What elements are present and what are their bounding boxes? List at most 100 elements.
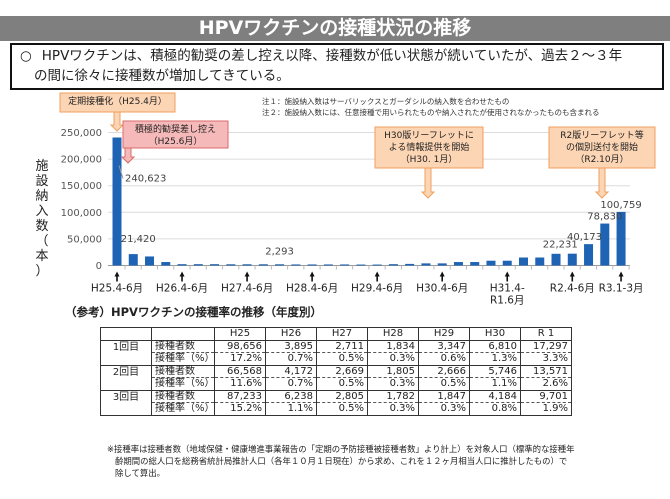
bar [112,137,122,266]
table-cell: 0.7% [265,377,317,391]
y-axis-label-char: 設 [35,173,48,189]
blank-cell [100,327,152,341]
y-tick-label: 50,000 [67,234,102,245]
vaccination-rate-table: H25 H26 H27 H28 H29 H30 R 1 1回目 接種者数 98,656 3,895 2… [100,327,572,416]
year-header: H26 [265,327,317,341]
y-axis-label-char: ） [35,264,48,279]
bar [486,260,496,266]
bar [600,223,610,266]
r2-leaflet-callout-box [548,126,656,169]
table-cell: 98,656 [214,339,266,353]
bar [502,260,512,266]
up-arrow-icon [439,271,445,282]
table-cell: 0.3% [418,402,470,416]
table-cell: 13,571 [520,364,572,378]
table-cell: 0.8% [469,402,521,416]
table-cell: 0.7% [265,352,317,366]
y-tick-label: 250,000 [61,128,102,139]
recommendation-suspension-callout-text: （H25.6月） [149,136,203,147]
bar [453,262,463,266]
table-cell: 1,847 [418,389,470,403]
recommendation-suspension-callout-text: 積極的勧奨差し控え [135,123,216,135]
bar [145,256,155,266]
table-cell: 0.5% [316,377,368,391]
up-arrow-icon [618,271,624,282]
x-tick-label: H31.4- [490,283,525,295]
table-cell: 2,711 [316,339,368,353]
y-tick-label: 100,000 [61,208,102,219]
bar [193,264,203,266]
table-cell: 6,810 [469,339,521,353]
data-label: 21,420 [121,234,156,245]
bar [307,264,317,266]
h30-leaflet-callout-text: よる情報提供を開始 [389,141,470,153]
table-cell: 0.5% [316,352,368,366]
bar [405,263,415,266]
y-axis-label-char: 施 [35,159,48,174]
table-cell: 17,297 [520,339,572,353]
bar [567,253,577,266]
page-title: HPVワクチンの接種状況の推移 [0,16,670,41]
x-tick-label: R1.6月 [490,295,525,306]
table-cell: 3.3% [520,352,572,366]
x-tick-label: H27.4-6月 [221,283,273,295]
chart-note: 注２：施設納入数には、任意接種で用いられたものや納入されたが使用されなかったもの… [262,107,600,117]
bar [291,264,301,266]
bar [210,264,220,266]
table-cell: 2,669 [316,364,368,378]
r2-leaflet-callout-text: （R2.10月） [575,154,628,165]
bar [340,264,350,266]
table-cell: 1.9% [520,402,572,416]
bar [323,264,333,266]
dose-label: 1回目 [100,339,152,366]
dose-label: 3回目 [100,389,152,416]
table-cell: 87,233 [214,389,266,403]
year-header: H28 [367,327,419,341]
row-label: 接種者数 [151,389,215,403]
bar [226,264,236,266]
summary-line-2: の間に徐々に接種数が増加してきている。 [34,68,290,84]
bar [177,264,187,266]
row-label: 接種率（%） [151,352,215,366]
table-row: 2回目 接種者数 66,568 4,172 2,669 1,805 2,666 5,746 13… [100,364,572,391]
table-cell: 0.3% [367,377,419,391]
table-cell: 5,746 [469,364,521,378]
table-row: 接種率（%） 11.6% 0.7% 0.5% 0.3% 0.5% 1.1% 2.6% [101,377,572,391]
bar [161,262,171,266]
up-arrow-icon [179,271,185,282]
row-label: 接種率（%） [151,402,215,416]
y-tick-label: 150,000 [61,181,102,192]
x-tick-label: R2.4-6月 [550,283,595,295]
y-axis-label-char: 本 [35,249,48,264]
row-label: 接種者数 [151,339,215,353]
table-cell: 4,172 [265,364,317,378]
bar [258,264,268,266]
h30-leaflet-callout-box [374,126,484,169]
up-arrow-icon [374,271,380,282]
table-cell: 0.6% [418,352,470,366]
year-header: R 1 [520,327,572,341]
table-cell: 2.6% [520,377,572,391]
table-cell: 66,568 [214,364,266,378]
table-cell: 1.1% [265,402,317,416]
row-label: 接種率（%） [151,377,215,391]
table-cell: 1,805 [367,364,419,378]
recommendation-suspension-callout-box [122,120,229,149]
bar [519,257,528,266]
leader-line [118,165,124,179]
row-label: 接種者数 [151,364,215,378]
table-row: 1回目 接種者数 98,656 3,895 2,711 1,834 3,347 6,810 17… [100,339,572,366]
table-cell: 11.6% [214,377,266,391]
bar-chart: 0 50,000 100,000 150,000 200,000 250,000 施設納入数… [35,92,656,306]
y-tick-label: 0 [96,261,102,272]
h30-leaflet-callout-text: H30版リーフレットに [384,129,474,141]
table-cell: 0.5% [418,377,470,391]
data-label: 240,623 [125,173,166,184]
bar [584,244,594,266]
data-label: 22,231 [543,240,578,251]
down-arrow-icon [594,167,610,199]
x-tick-label: H25.4-6月 [91,283,143,295]
table-cell: 6,238 [265,389,317,403]
bar [356,264,366,266]
